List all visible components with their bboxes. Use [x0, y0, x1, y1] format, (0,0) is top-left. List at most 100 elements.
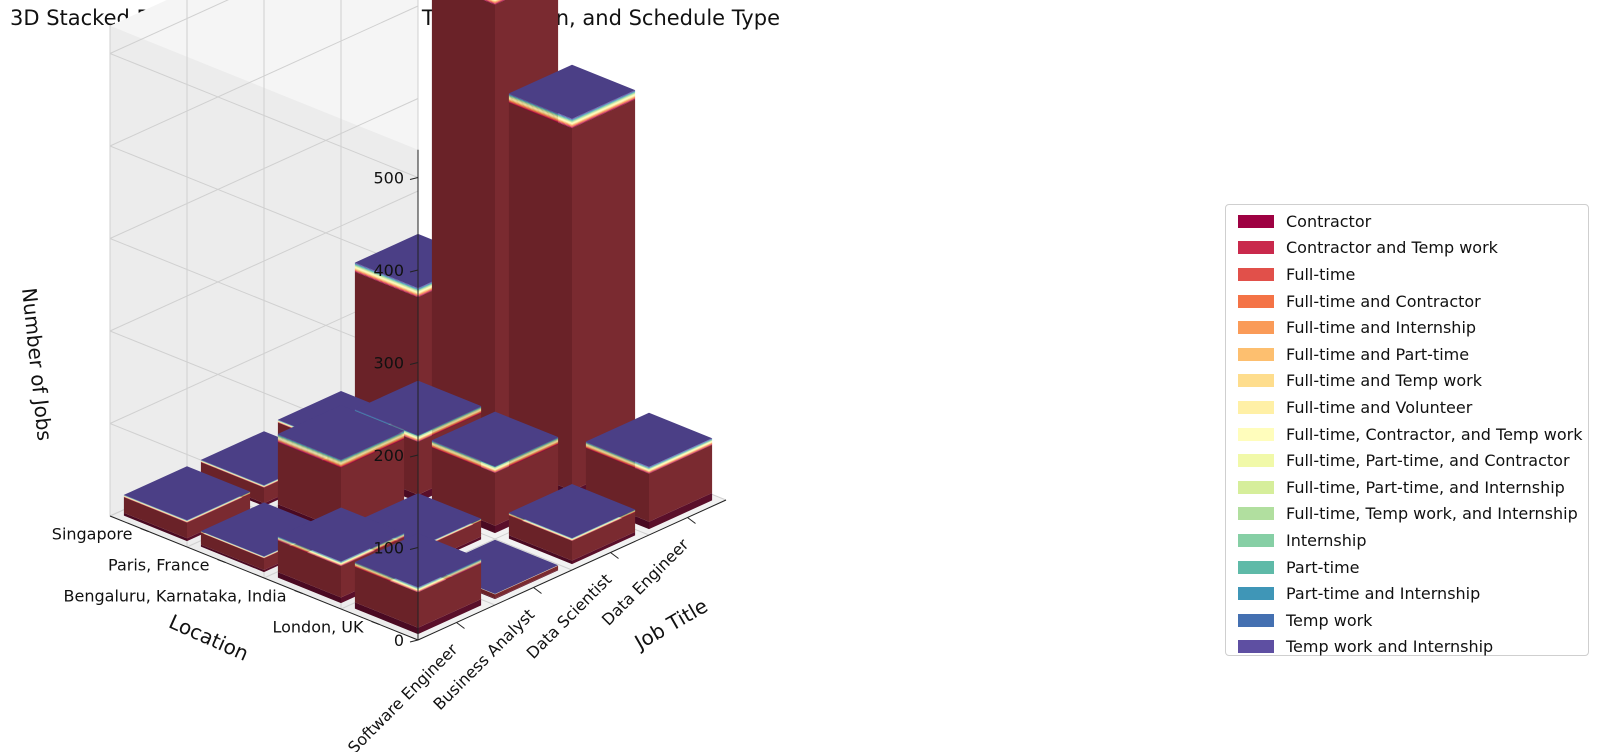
bar-side-face [123, 495, 187, 521]
bar-top-face [585, 412, 713, 467]
bar-side-face [508, 514, 572, 540]
axes [109, 149, 727, 643]
bar-side-face [508, 97, 572, 124]
legend-swatch [1238, 613, 1274, 627]
bar-front-face [572, 92, 636, 123]
bar-front-face [418, 406, 482, 436]
bar-side-face [354, 564, 418, 591]
x-tick [456, 622, 465, 629]
legend-item: Full-time and Temp work [1232, 368, 1588, 395]
bar-front-face [187, 493, 251, 523]
bar-front-face [572, 511, 636, 541]
bar-side-face [585, 443, 649, 470]
bar-side-face [431, 444, 495, 471]
bar-front-face [649, 444, 713, 474]
bar-side-face [508, 513, 572, 539]
bar-side-face [277, 441, 341, 468]
bar-side-face [277, 439, 341, 466]
bar-front-face [418, 563, 482, 628]
bar-front-face [495, 569, 559, 600]
bar-front-face [572, 509, 636, 539]
bar-front-face [341, 436, 405, 466]
bar-side-face [354, 602, 418, 635]
bar-front-face [495, 440, 559, 470]
bar-side-face [508, 93, 572, 120]
bar-side-face [123, 496, 187, 523]
bar-front-face [418, 410, 482, 440]
bar-front-face [495, 443, 559, 473]
bar-side-face [123, 495, 187, 521]
z-tick [409, 639, 419, 643]
bar-side-face [431, 445, 495, 472]
bar-side-face [585, 443, 649, 469]
bar-front-face [572, 509, 636, 539]
bar-front-face [418, 409, 482, 439]
bar-side-face [200, 531, 264, 558]
bar-side-face [508, 514, 572, 541]
y-tick [294, 590, 303, 594]
bar-side-face [585, 442, 649, 469]
bar-front-face [495, 0, 499, 2]
bar-side-face [354, 270, 418, 297]
bar-side-face [200, 461, 264, 488]
bar-side-face [277, 536, 341, 563]
bar-front-face [572, 511, 636, 540]
bar-side-face [508, 512, 572, 539]
bar-side-face [585, 448, 649, 522]
bar-front-face [649, 438, 713, 468]
bar-side-face [354, 264, 418, 291]
bar-top-face [508, 64, 636, 119]
bar-side-face [585, 442, 649, 469]
bar-front-face [187, 493, 251, 523]
x-tick [687, 517, 696, 524]
bar-front-face [418, 409, 482, 439]
bar-front-face [341, 434, 405, 464]
bar-side-face [354, 562, 418, 588]
bar-side-face [508, 99, 572, 126]
bar-side-face [508, 102, 572, 491]
bar-side-face [277, 438, 341, 465]
bar-side-face [277, 536, 341, 562]
bar-side-face [585, 443, 649, 470]
bar-side-face [354, 565, 418, 591]
bar-side-face [354, 271, 418, 298]
bar-front-face [341, 437, 405, 467]
bar-front-face [495, 565, 559, 599]
legend-swatch [1238, 587, 1274, 601]
y-tick-label: Bengaluru, Karnataka, India [64, 587, 287, 606]
bar-front-face [341, 432, 405, 462]
bar-side-face [585, 441, 649, 468]
legend-item: Full-time, Temp work, and Internship [1232, 501, 1588, 528]
z-tick [409, 362, 419, 365]
bar-side-face [200, 531, 264, 557]
z-tick [409, 269, 419, 273]
bar-side-face [200, 532, 264, 558]
bar-side-face [354, 265, 418, 292]
bar-side-face [354, 267, 418, 294]
bar-side-face [277, 540, 341, 567]
bar-front-face [341, 434, 405, 464]
bar-front-face [341, 533, 405, 563]
bar-side-face [277, 539, 341, 565]
bar-front-face [649, 442, 713, 472]
bar-front-face [649, 443, 713, 473]
bar-side-face [491, 0, 495, 2]
bar-front-face [572, 510, 636, 539]
bar-side-face [200, 460, 264, 487]
bar-side-face [431, 441, 495, 468]
bar-front-face [187, 493, 251, 522]
bar-side-face [354, 263, 418, 290]
legend-label: Full-time [1286, 264, 1356, 284]
bar-front-face [572, 509, 636, 539]
bar-front-face [572, 91, 636, 121]
bar-front-face [649, 441, 713, 471]
legend-item: Part-time [1232, 554, 1588, 581]
bar-front-face [649, 493, 713, 530]
bar-front-face [418, 560, 482, 590]
bar-side-face [200, 531, 264, 557]
y-tick [217, 559, 226, 563]
bar-side-face [508, 512, 572, 539]
bar-front-face [649, 444, 713, 522]
bar-side-face [277, 437, 341, 464]
bar-front-face [418, 408, 482, 438]
